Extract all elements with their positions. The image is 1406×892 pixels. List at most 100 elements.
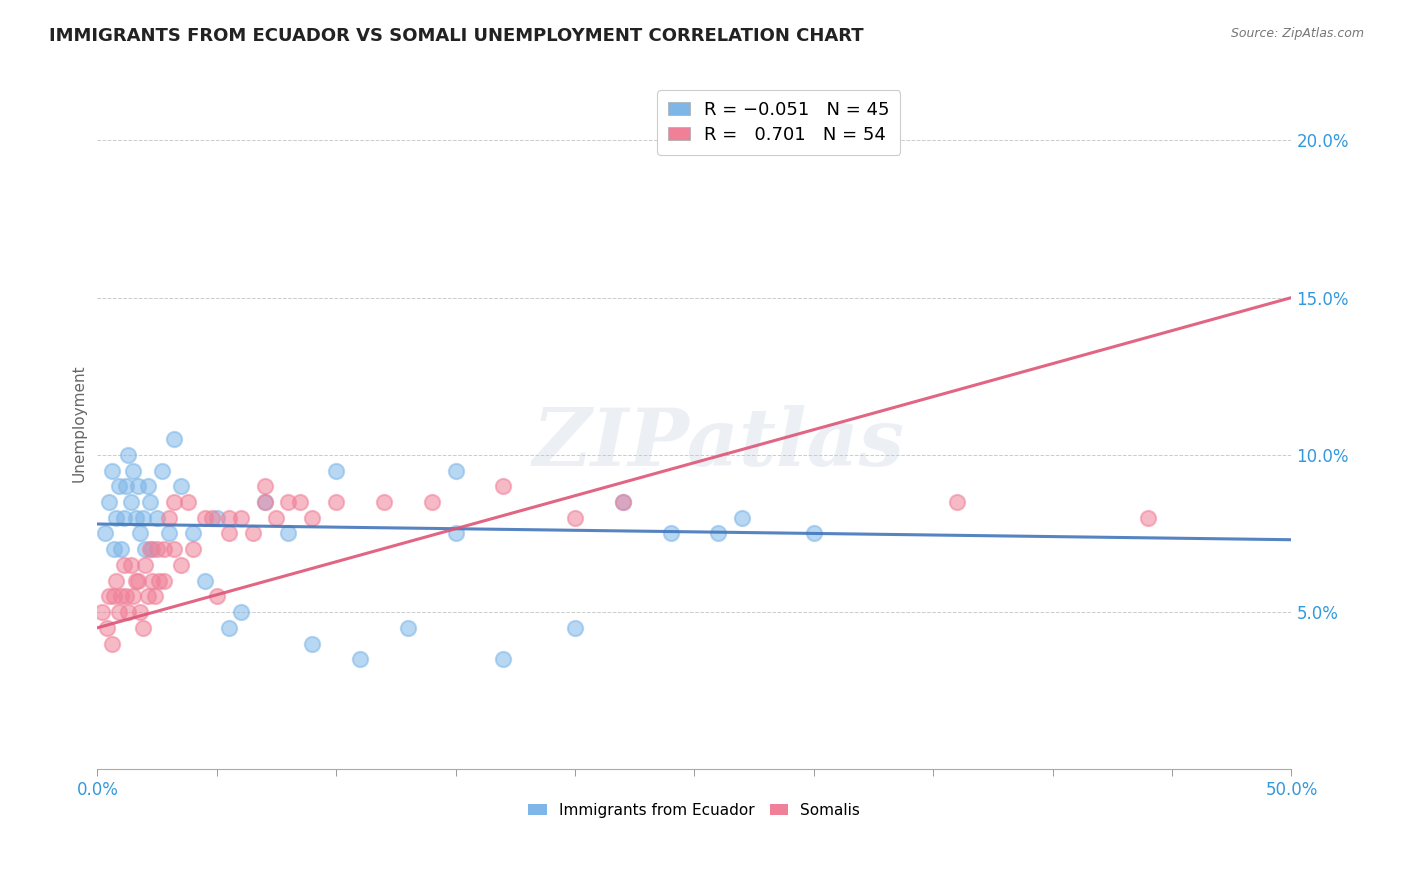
Point xyxy=(946,495,969,509)
Point xyxy=(132,621,155,635)
Point xyxy=(127,479,149,493)
Point xyxy=(163,495,186,509)
Point xyxy=(803,526,825,541)
Point xyxy=(122,464,145,478)
Point xyxy=(141,574,163,588)
Point xyxy=(134,542,156,557)
Point xyxy=(707,526,730,541)
Point xyxy=(325,495,347,509)
Point xyxy=(290,495,312,509)
Point xyxy=(117,448,139,462)
Point xyxy=(139,495,162,509)
Point xyxy=(108,479,131,493)
Text: ZIPatlas: ZIPatlas xyxy=(533,405,904,483)
Point xyxy=(115,590,138,604)
Point xyxy=(150,464,173,478)
Point xyxy=(120,495,142,509)
Point xyxy=(129,605,152,619)
Point xyxy=(731,510,754,524)
Point xyxy=(205,510,228,524)
Point xyxy=(229,605,252,619)
Point xyxy=(115,479,138,493)
Point xyxy=(96,621,118,635)
Point xyxy=(100,636,122,650)
Point xyxy=(242,526,264,541)
Point xyxy=(163,432,186,446)
Point xyxy=(349,652,371,666)
Point xyxy=(153,542,176,557)
Point xyxy=(98,590,121,604)
Point xyxy=(136,590,159,604)
Point xyxy=(301,636,323,650)
Point xyxy=(444,464,467,478)
Point xyxy=(108,605,131,619)
Point xyxy=(1137,510,1160,524)
Point xyxy=(112,510,135,524)
Point xyxy=(444,526,467,541)
Point xyxy=(146,542,169,557)
Point xyxy=(218,510,240,524)
Point xyxy=(110,542,132,557)
Point xyxy=(731,118,754,132)
Point xyxy=(266,510,288,524)
Point xyxy=(112,558,135,572)
Point xyxy=(301,510,323,524)
Point xyxy=(170,479,193,493)
Point xyxy=(132,510,155,524)
Point xyxy=(103,590,125,604)
Text: IMMIGRANTS FROM ECUADOR VS SOMALI UNEMPLOYMENT CORRELATION CHART: IMMIGRANTS FROM ECUADOR VS SOMALI UNEMPL… xyxy=(49,27,863,45)
Point xyxy=(124,574,146,588)
Text: Source: ZipAtlas.com: Source: ZipAtlas.com xyxy=(1230,27,1364,40)
Point xyxy=(129,526,152,541)
Point xyxy=(659,526,682,541)
Point xyxy=(157,510,180,524)
Point xyxy=(205,590,228,604)
Point xyxy=(93,526,115,541)
Point xyxy=(564,621,586,635)
Legend: Immigrants from Ecuador, Somalis: Immigrants from Ecuador, Somalis xyxy=(523,797,866,824)
Point xyxy=(100,464,122,478)
Point xyxy=(218,621,240,635)
Point xyxy=(194,574,217,588)
Point xyxy=(253,495,276,509)
Point xyxy=(124,510,146,524)
Point xyxy=(103,542,125,557)
Point xyxy=(229,510,252,524)
Point xyxy=(253,479,276,493)
Point xyxy=(105,574,128,588)
Point xyxy=(194,510,217,524)
Point xyxy=(564,510,586,524)
Point xyxy=(181,542,204,557)
Point xyxy=(201,510,224,524)
Point xyxy=(163,542,186,557)
Point xyxy=(117,605,139,619)
Point xyxy=(325,464,347,478)
Point xyxy=(141,542,163,557)
Point xyxy=(134,558,156,572)
Point xyxy=(396,621,419,635)
Point xyxy=(139,542,162,557)
Point xyxy=(612,495,634,509)
Point xyxy=(146,510,169,524)
Point xyxy=(157,526,180,541)
Point xyxy=(492,652,515,666)
Point xyxy=(420,495,443,509)
Point xyxy=(120,558,142,572)
Point xyxy=(136,479,159,493)
Y-axis label: Unemployment: Unemployment xyxy=(72,365,86,483)
Point xyxy=(492,479,515,493)
Point xyxy=(91,605,114,619)
Point xyxy=(253,495,276,509)
Point xyxy=(612,495,634,509)
Point xyxy=(181,526,204,541)
Point xyxy=(373,495,395,509)
Point xyxy=(127,574,149,588)
Point xyxy=(153,574,176,588)
Point xyxy=(143,590,166,604)
Point xyxy=(98,495,121,509)
Point xyxy=(122,590,145,604)
Point xyxy=(148,574,170,588)
Point xyxy=(277,495,299,509)
Point xyxy=(277,526,299,541)
Point xyxy=(110,590,132,604)
